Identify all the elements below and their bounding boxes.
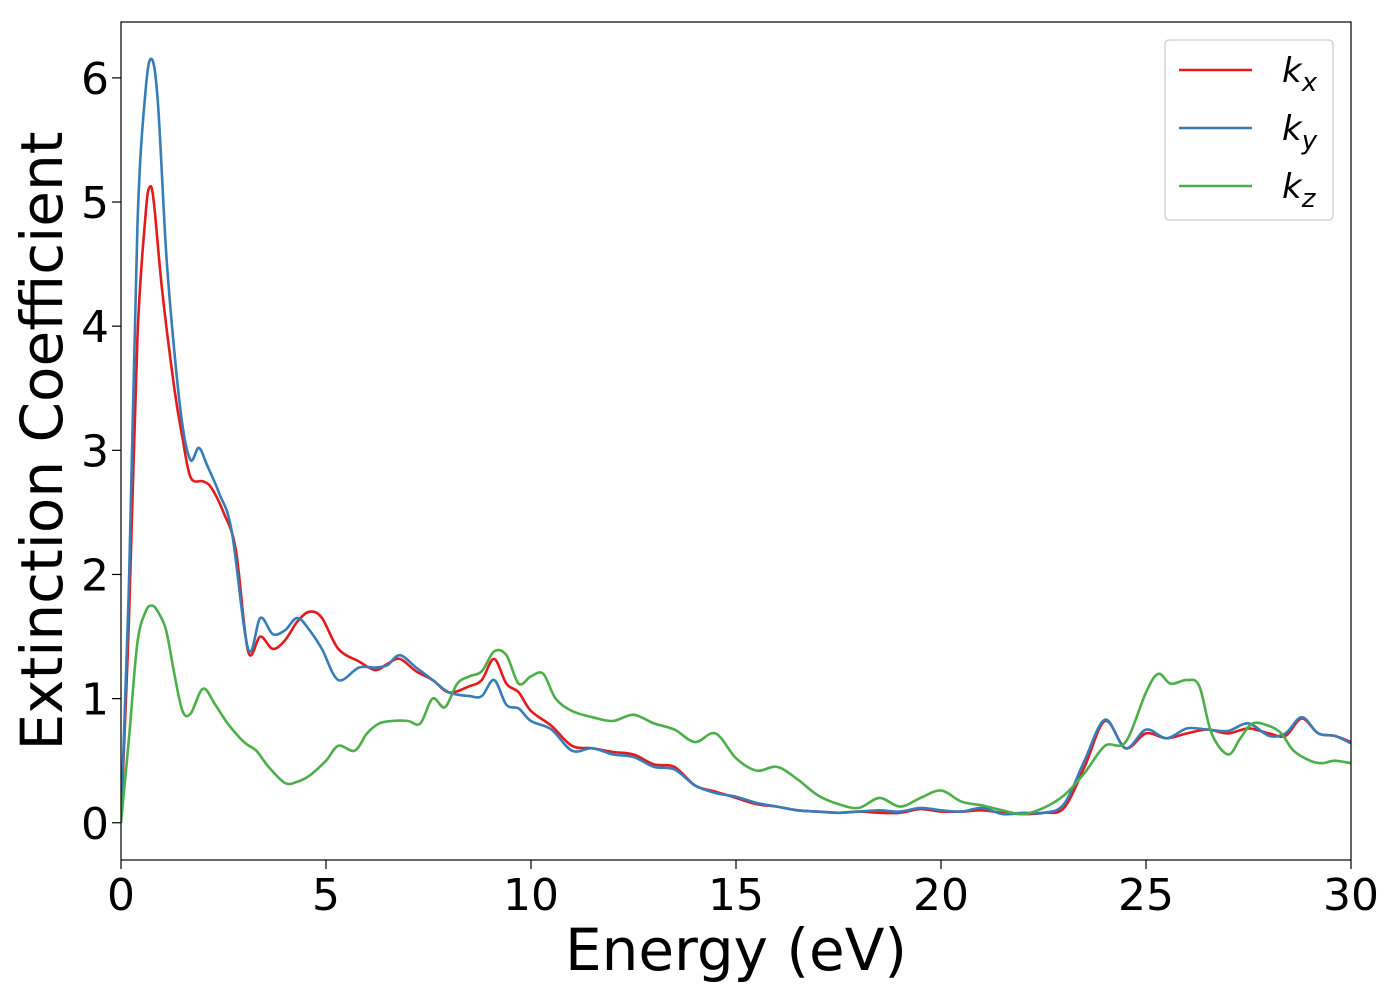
y-tick-label: 4 xyxy=(81,302,109,353)
y-tick-label: 6 xyxy=(81,54,109,105)
legend-label-kx: kx xyxy=(1282,51,1318,98)
x-axis-ticks: 0 5 10 15 20 25 30 xyxy=(107,860,1379,921)
x-tick-label: 25 xyxy=(1118,870,1174,921)
legend-label-kz: kz xyxy=(1282,167,1317,214)
legend-label-ky: ky xyxy=(1282,109,1318,156)
series-line-kz xyxy=(121,604,1351,823)
x-tick-label: 5 xyxy=(312,870,340,921)
y-tick-label: 3 xyxy=(81,426,109,477)
x-tick-label: 0 xyxy=(107,870,135,921)
x-tick-label: 15 xyxy=(708,870,764,921)
y-tick-label: 0 xyxy=(81,799,109,850)
legend: kx ky kz xyxy=(1164,39,1334,221)
x-tick-label: 10 xyxy=(503,870,559,921)
legend-items: kx ky kz xyxy=(1179,51,1318,214)
legend-box xyxy=(1164,39,1334,221)
y-tick-label: 1 xyxy=(81,675,109,726)
series-line-ky xyxy=(121,57,1351,823)
y-axis-label: Extinction Coefficient xyxy=(8,132,76,751)
y-tick-label: 5 xyxy=(81,178,109,229)
y-axis-ticks: 0 1 2 3 4 5 6 xyxy=(81,54,121,850)
y-tick-label: 2 xyxy=(81,550,109,601)
x-axis-label: Energy (eV) xyxy=(565,916,907,984)
x-tick-label: 30 xyxy=(1323,870,1379,921)
x-tick-label: 20 xyxy=(913,870,969,921)
series-layer xyxy=(121,57,1351,823)
